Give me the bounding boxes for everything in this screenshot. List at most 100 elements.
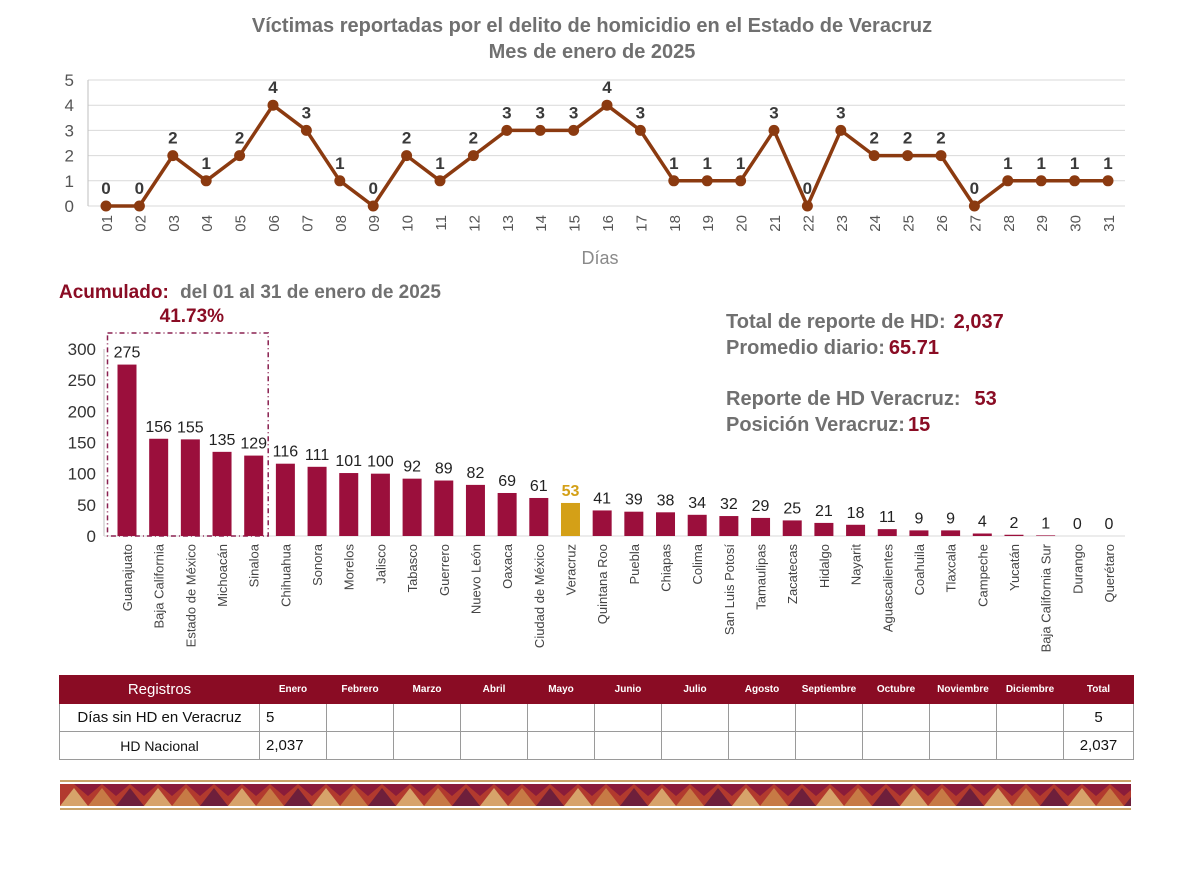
bar (972, 533, 992, 536)
summary-total-label: Total de reporte de HD: (726, 311, 946, 333)
bar-value-label: 21 (815, 503, 833, 520)
bar-value-label: 61 (530, 478, 548, 495)
bar-chart-heading: Acumulado: del 01 al 31 de enero de 2025 (59, 282, 441, 303)
data-point (234, 150, 246, 162)
table-cell (929, 703, 997, 732)
table-cell (661, 703, 729, 732)
bar-category-label: Tlaxcala (944, 543, 959, 592)
band-triangle (1068, 788, 1096, 806)
bar (846, 524, 866, 536)
data-label: 4 (602, 78, 612, 97)
column-header: Septiembre (795, 675, 863, 704)
summary-position-label: Posición Veracruz: (726, 414, 905, 436)
bar-value-label: 39 (625, 492, 643, 509)
table-cell (862, 703, 930, 732)
column-header: Total (1063, 675, 1134, 704)
column-header: Mayo (527, 675, 595, 704)
band-triangle (844, 788, 872, 806)
band-triangle (396, 788, 424, 806)
band-triangle (1040, 788, 1068, 806)
bar (909, 530, 929, 536)
data-label: 2 (402, 129, 411, 148)
bar (275, 463, 295, 536)
data-label: 1 (1036, 154, 1045, 173)
x-tick-label: 17 (633, 215, 650, 232)
data-point (768, 124, 780, 136)
band-triangle (522, 784, 550, 796)
band-triangle (438, 784, 466, 796)
bar-chart-title: Acumulado: (59, 282, 169, 303)
band-triangle (564, 788, 592, 806)
bar (656, 512, 676, 536)
line-chart-y-axis: 0 1 2 3 4 5 (65, 71, 74, 216)
data-point (935, 150, 947, 162)
bar-value-label: 2 (1010, 515, 1019, 532)
data-point (801, 200, 813, 212)
bar-value-label: 29 (752, 498, 770, 515)
table-cell (326, 703, 394, 732)
bar-value-label: 4 (978, 514, 987, 531)
data-point (501, 124, 513, 136)
data-label: 0 (101, 179, 110, 198)
y-tick-label: 150 (68, 434, 96, 453)
records-table-header: Registros Enero Febrero Marzo Abril Mayo Junio… (59, 675, 1134, 704)
bar-category-label: Sinaloa (247, 543, 262, 587)
bar-category-label: Nayarit (849, 544, 864, 586)
bar (560, 502, 580, 536)
band-triangle (242, 784, 270, 796)
x-tick-label: 14 (533, 215, 550, 232)
data-label: 0 (803, 179, 812, 198)
bar (434, 480, 454, 536)
band-triangle (788, 788, 816, 806)
data-label: 3 (535, 103, 544, 122)
data-label: 0 (970, 179, 979, 198)
table-cell: 5 (259, 703, 327, 732)
x-tick-label: 22 (800, 215, 817, 232)
data-label: 3 (502, 103, 511, 122)
bar-category-label: Baja California (152, 543, 167, 628)
bar-category-label: Campeche (975, 544, 990, 607)
data-point (735, 175, 747, 187)
band-triangle (676, 788, 704, 806)
data-label: 1 (1070, 154, 1079, 173)
data-label: 3 (302, 103, 311, 122)
table-cell (929, 731, 997, 760)
bar (877, 529, 897, 536)
band-triangle (578, 784, 606, 796)
band-triangle (382, 784, 410, 796)
band-triangle (942, 784, 970, 796)
table-row: HD Nacional 2,037 2,037 (59, 731, 1134, 760)
bar (244, 455, 264, 536)
x-tick-label: 21 (767, 215, 784, 232)
x-tick-label: 28 (1001, 215, 1018, 232)
data-label: 1 (702, 154, 711, 173)
band-triangle (144, 788, 172, 806)
table-cell (393, 731, 461, 760)
data-label: 3 (769, 103, 778, 122)
x-tick-label: 27 (967, 215, 984, 232)
records-table: Registros Enero Febrero Marzo Abril Mayo Junio… (59, 675, 1134, 760)
bar (307, 466, 327, 536)
y-tick-label: 0 (65, 197, 74, 216)
column-header: Diciembre (996, 675, 1064, 704)
data-point (968, 200, 980, 212)
x-tick-label: 26 (934, 215, 951, 232)
bar-value-label: 41 (593, 490, 611, 507)
data-point (133, 200, 145, 212)
band-triangle (452, 788, 480, 806)
data-point (467, 150, 479, 162)
band-triangle (340, 788, 368, 806)
bar (149, 438, 169, 536)
decorative-band (60, 780, 1131, 810)
bar (814, 522, 834, 536)
band-triangle (1124, 797, 1131, 806)
bar (1036, 535, 1056, 536)
band-triangle (200, 788, 228, 806)
band-triangle (214, 784, 242, 796)
bar-category-label: Michoacán (215, 544, 230, 607)
bar (212, 451, 232, 536)
summary-veracruz-value: 53 (975, 388, 997, 410)
band-triangle (508, 788, 536, 806)
bar-value-label: 9 (914, 510, 923, 527)
bar (687, 514, 707, 536)
